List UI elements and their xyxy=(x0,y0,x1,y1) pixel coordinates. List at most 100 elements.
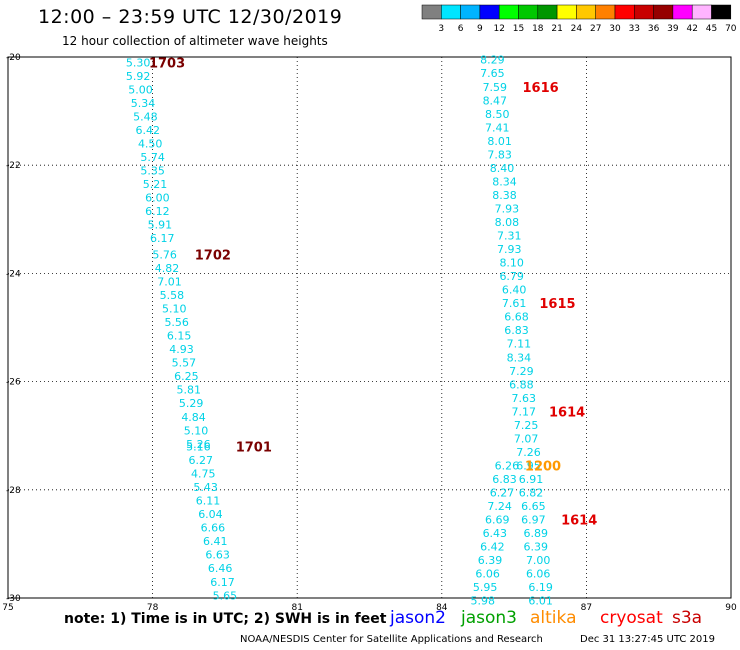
scale-label: 6 xyxy=(458,24,464,34)
pass-time-label: 1703 xyxy=(149,56,185,71)
wave-height-label: 8.47 xyxy=(483,94,508,107)
wave-height-label: 6.83 xyxy=(492,473,517,486)
wave-height-label: 7.93 xyxy=(497,243,522,256)
satellite-altika: altika xyxy=(530,608,577,628)
wave-height-label: 8.10 xyxy=(499,257,524,270)
wave-height-label: 8.38 xyxy=(492,189,517,202)
wave-height-label: 4.75 xyxy=(191,468,216,481)
wave-height-label: 5.57 xyxy=(172,357,197,370)
scale-label: 3 xyxy=(438,24,444,34)
wave-height-label: 6.27 xyxy=(189,454,214,467)
wave-height-label: 6.40 xyxy=(502,284,527,297)
chart-title: 12:00 – 23:59 UTC 12/30/2019 xyxy=(38,6,343,28)
x-tick-label: 81 xyxy=(291,603,302,610)
wave-height-label: 5.81 xyxy=(177,384,202,397)
wave-height-label: 6.04 xyxy=(198,508,223,521)
wave-height-label: 5.65 xyxy=(213,589,238,602)
plot-area: 75 78 81 84 87 90-20-22-24-26-28-305.305.925.… xyxy=(2,53,737,610)
pass-time-label: 1614 xyxy=(549,405,585,420)
wave-height-label: 6.27 xyxy=(490,487,515,500)
wave-height-label: 5.98 xyxy=(471,595,496,608)
wave-height-label: 7.93 xyxy=(495,202,520,215)
scale-swatch xyxy=(711,4,732,20)
wave-height-label: 8.50 xyxy=(485,108,510,121)
wave-height-label: 7.83 xyxy=(487,148,512,161)
y-tick-label: -30 xyxy=(6,594,21,604)
footnote: note: 1) Time is in UTC; 2) SWH is in fe… xyxy=(64,611,387,627)
scale-label: 36 xyxy=(648,24,660,34)
wave-height-label: 6.66 xyxy=(201,522,226,535)
wave-height-label: 6.95 xyxy=(516,459,541,472)
wave-height-label: 5.21 xyxy=(143,178,168,191)
wave-height-label: 4.93 xyxy=(169,343,194,356)
wave-height-label: 4.82 xyxy=(155,262,180,275)
y-tick-label: -28 xyxy=(6,486,21,496)
wave-height-label: 5.76 xyxy=(152,248,177,261)
wave-height-label: 5.48 xyxy=(133,111,158,124)
wave-height-label: 8.40 xyxy=(490,162,515,175)
scale-label: 70 xyxy=(725,24,737,34)
x-tick-label: 84 xyxy=(436,603,448,610)
wave-height-label: 6.25 xyxy=(174,370,199,383)
wave-height-label: 6.39 xyxy=(478,554,503,567)
wave-height-label: 7.31 xyxy=(497,230,522,243)
wave-height-label: 7.29 xyxy=(509,365,534,378)
y-tick-label: -26 xyxy=(6,378,21,388)
wave-height-label: 6.43 xyxy=(483,527,508,540)
generation-timestamp: Dec 31 13:27:45 UTC 2019 xyxy=(580,634,715,645)
pass-time-label: 1614 xyxy=(561,514,597,529)
satellite-cryosat: cryosat xyxy=(600,608,663,628)
wave-height-label: 7.65 xyxy=(480,67,505,80)
x-tick-label: 78 xyxy=(147,603,159,610)
wave-height-label: 6.42 xyxy=(480,541,505,554)
y-tick-label: -24 xyxy=(6,269,21,279)
wave-height-label: 6.17 xyxy=(150,232,175,245)
scale-label: 21 xyxy=(551,24,562,34)
wave-height-label: 7.26 xyxy=(516,446,541,459)
wave-height-label: 6.79 xyxy=(499,270,524,283)
wave-height-label: 5.35 xyxy=(140,165,165,178)
scale-label: 42 xyxy=(686,24,697,34)
wave-height-label: 5.30 xyxy=(126,56,151,69)
wave-height-label: 6.89 xyxy=(524,527,549,540)
pass-time-label: 1616 xyxy=(523,81,559,96)
wave-height-label: 6.39 xyxy=(524,541,549,554)
pass-time-label: 1200 xyxy=(525,459,561,474)
wave-height-label: 7.24 xyxy=(487,500,512,513)
wave-height-label: 6.68 xyxy=(504,311,529,324)
wave-height-label: 6.11 xyxy=(196,495,221,508)
satellite-jason2: jason2 xyxy=(390,608,446,628)
wave-height-label: 6.26 xyxy=(495,459,520,472)
credit-line: NOAA/NESDIS Center for Satellite Applica… xyxy=(240,634,543,645)
wave-height-label: 6.12 xyxy=(145,205,170,218)
wave-height-label: 6.46 xyxy=(208,562,233,575)
y-tick-label: -20 xyxy=(6,53,21,63)
scale-label: 18 xyxy=(532,24,544,34)
wave-height-label: 7.01 xyxy=(157,276,182,289)
scale-label: 30 xyxy=(609,24,621,34)
wave-height-label: 6.41 xyxy=(203,535,228,548)
wave-height-label: 5.56 xyxy=(164,316,189,329)
wave-height-label: 6.83 xyxy=(504,324,529,337)
chart-subtitle: 12 hour collection of altimeter wave hei… xyxy=(62,34,328,48)
scale-label: 33 xyxy=(629,24,640,34)
wave-height-label: 6.15 xyxy=(167,330,192,343)
wave-height-label: 7.00 xyxy=(526,554,551,567)
satellite-s3a: s3a xyxy=(672,608,703,628)
x-tick-label: 75 xyxy=(2,603,13,610)
pass-time-label: 1701 xyxy=(236,441,272,456)
wave-height-label: 5.00 xyxy=(128,83,153,96)
scale-label: 45 xyxy=(706,24,717,34)
wave-height-label: 8.34 xyxy=(492,175,517,188)
wave-height-label: 5.74 xyxy=(140,151,165,164)
pass-time-label: 1615 xyxy=(539,297,575,312)
x-tick-label: 87 xyxy=(581,603,592,610)
wave-height-label: 5.10 xyxy=(162,303,187,316)
satellite-jason3: jason3 xyxy=(461,608,517,628)
wave-height-label: 8.01 xyxy=(487,135,512,148)
wave-height-label: 4.50 xyxy=(138,138,163,151)
scale-label: 24 xyxy=(571,24,583,34)
wave-height-label: 6.06 xyxy=(526,568,551,581)
wave-height-label: 5.16 xyxy=(186,441,211,454)
scale-label: 9 xyxy=(477,24,483,34)
